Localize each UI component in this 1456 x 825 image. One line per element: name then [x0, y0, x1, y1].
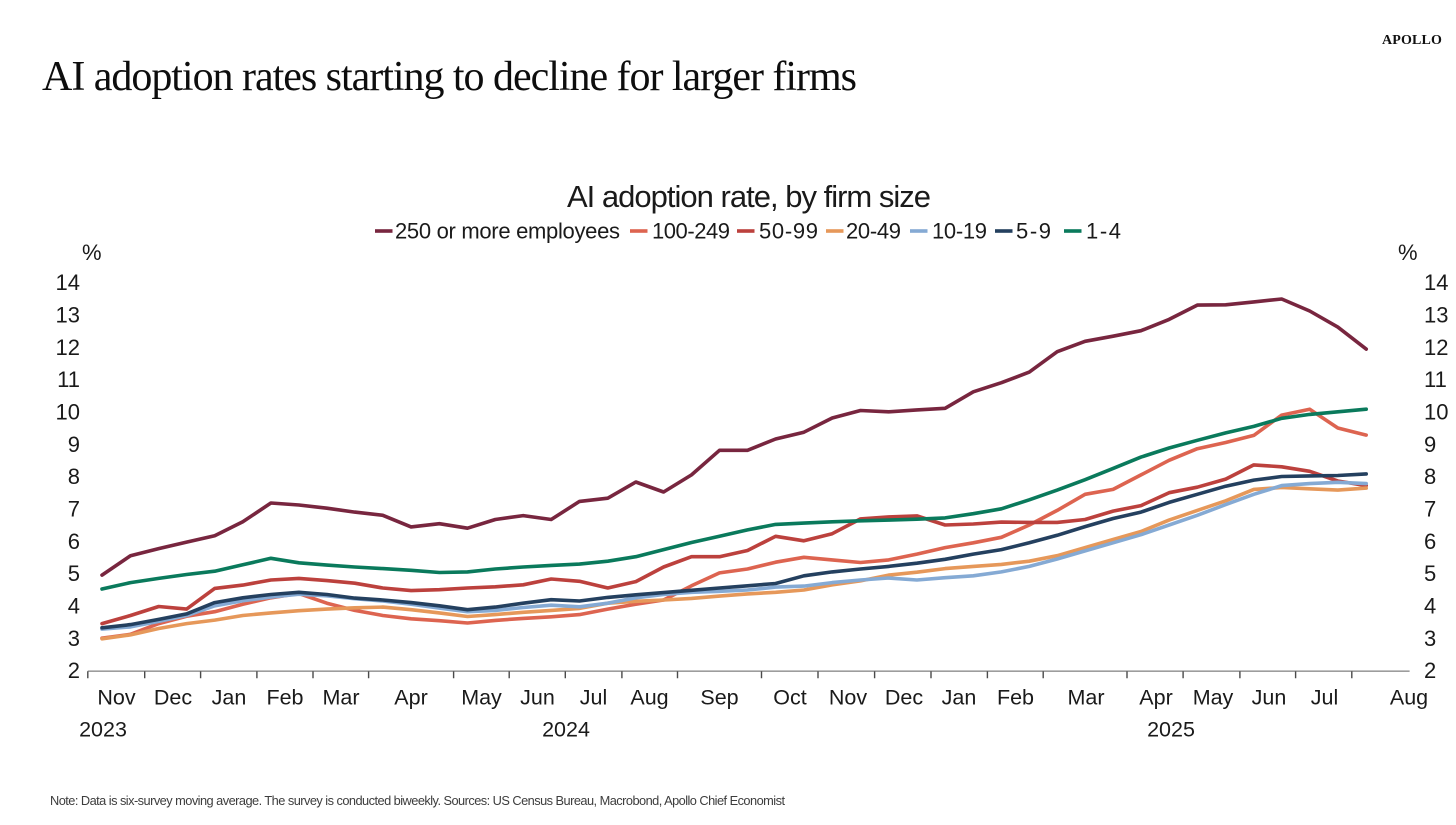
- svg-text:Nov: Nov: [97, 686, 135, 710]
- svg-text:Jul: Jul: [1311, 686, 1338, 710]
- svg-text:50-99: 50-99: [759, 219, 818, 244]
- svg-text:10: 10: [1424, 399, 1448, 424]
- svg-text:1-4: 1-4: [1086, 219, 1121, 244]
- svg-text:Feb: Feb: [997, 686, 1034, 710]
- svg-text:11: 11: [57, 367, 80, 392]
- svg-text:Apr: Apr: [394, 686, 427, 710]
- svg-text:Dec: Dec: [885, 686, 923, 710]
- svg-text:2025: 2025: [1147, 718, 1195, 742]
- svg-text:8: 8: [68, 464, 80, 489]
- svg-text:Mar: Mar: [1067, 686, 1104, 710]
- svg-text:Mar: Mar: [322, 686, 359, 710]
- svg-text:4: 4: [68, 593, 80, 618]
- svg-text:2: 2: [1424, 658, 1436, 683]
- svg-text:14: 14: [56, 270, 80, 295]
- svg-text:9: 9: [68, 432, 80, 457]
- svg-text:Note: Data is six-survey movin: Note: Data is six-survey moving average.…: [50, 793, 785, 808]
- svg-text:5: 5: [1424, 561, 1436, 586]
- svg-text:May: May: [1193, 686, 1234, 710]
- svg-text:2: 2: [68, 658, 80, 683]
- svg-text:Aug: Aug: [1390, 686, 1428, 710]
- svg-text:Apr: Apr: [1139, 686, 1172, 710]
- svg-text:May: May: [461, 686, 502, 710]
- svg-text:APOLLO: APOLLO: [1382, 33, 1443, 48]
- svg-text:Jul: Jul: [580, 686, 607, 710]
- svg-text:2024: 2024: [542, 718, 590, 742]
- svg-text:7: 7: [1424, 496, 1436, 521]
- svg-text:100-249: 100-249: [652, 219, 730, 244]
- svg-text:8: 8: [1424, 464, 1436, 489]
- svg-text:2023: 2023: [79, 718, 127, 742]
- svg-text:6: 6: [68, 529, 80, 554]
- svg-text:5-9: 5-9: [1016, 219, 1051, 244]
- svg-text:10: 10: [56, 399, 80, 424]
- svg-text:12: 12: [1424, 335, 1448, 360]
- svg-text:3: 3: [1424, 626, 1436, 651]
- svg-text:Jun: Jun: [1252, 686, 1287, 710]
- svg-text:Jan: Jan: [212, 686, 247, 710]
- svg-text:6: 6: [1424, 529, 1436, 554]
- svg-text:%: %: [82, 240, 102, 265]
- svg-text:%: %: [1398, 240, 1418, 265]
- svg-text:11: 11: [1424, 367, 1447, 392]
- svg-text:13: 13: [56, 302, 80, 327]
- svg-text:7: 7: [68, 496, 80, 521]
- svg-text:9: 9: [1424, 432, 1436, 457]
- svg-text:Dec: Dec: [154, 686, 192, 710]
- svg-text:14: 14: [1424, 270, 1448, 295]
- svg-text:Nov: Nov: [829, 686, 867, 710]
- svg-text:Sep: Sep: [700, 686, 738, 710]
- svg-text:4: 4: [1424, 593, 1436, 618]
- svg-text:10-19: 10-19: [932, 219, 987, 244]
- svg-text:250 or more employees: 250 or more employees: [395, 219, 620, 244]
- svg-text:13: 13: [1424, 302, 1448, 327]
- svg-text:3: 3: [68, 626, 80, 651]
- svg-text:AI adoption rates starting to: AI adoption rates starting to decline fo…: [42, 54, 857, 100]
- svg-text:Feb: Feb: [266, 686, 303, 710]
- svg-text:20-49: 20-49: [846, 219, 901, 244]
- svg-text:Jun: Jun: [520, 686, 555, 710]
- svg-text:5: 5: [68, 561, 80, 586]
- svg-text:AI adoption rate, by firm size: AI adoption rate, by firm size: [567, 179, 931, 214]
- svg-text:Jan: Jan: [942, 686, 977, 710]
- svg-text:Oct: Oct: [773, 686, 806, 710]
- svg-text:12: 12: [56, 335, 80, 360]
- svg-text:Aug: Aug: [630, 686, 668, 710]
